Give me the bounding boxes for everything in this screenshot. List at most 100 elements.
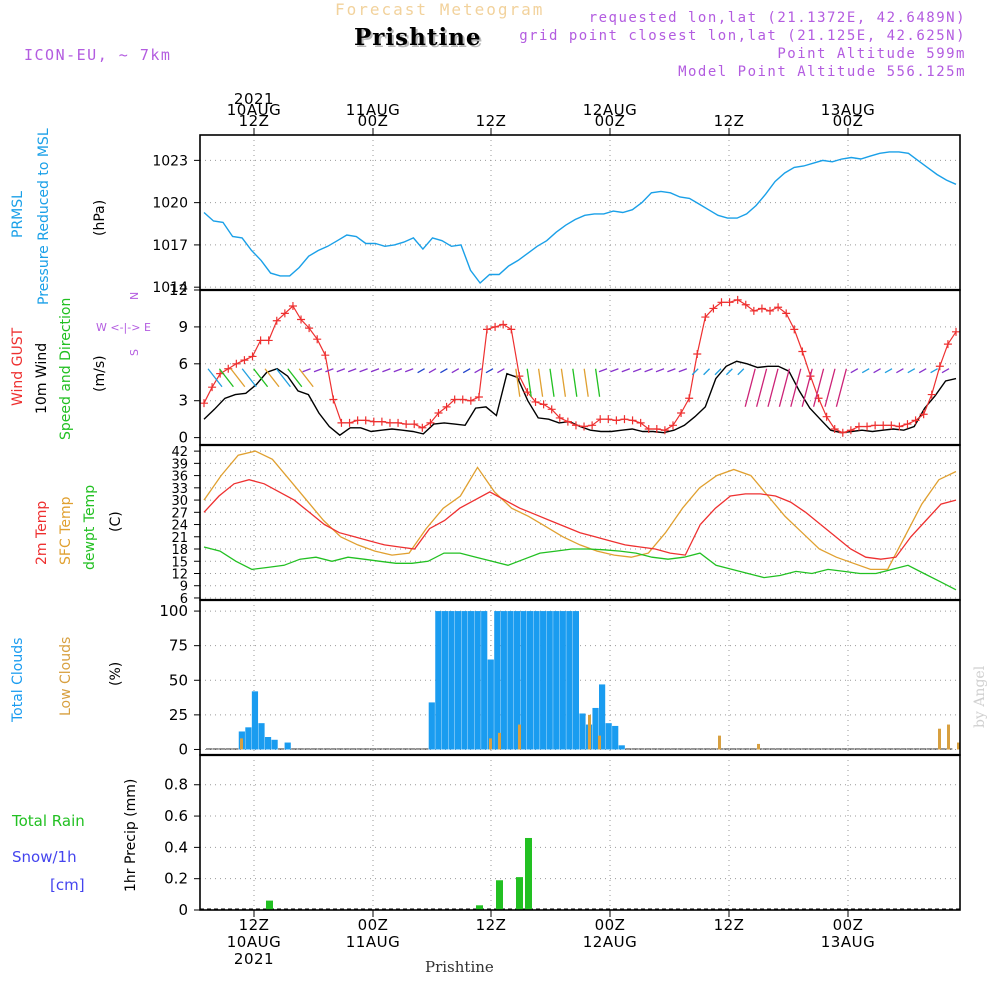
gust-marker	[507, 325, 516, 334]
cloud-bar-baseline	[671, 748, 678, 750]
gust-marker	[644, 425, 653, 434]
cloud-bar-baseline	[369, 748, 376, 750]
tick-label: 100	[159, 602, 188, 620]
cloud-bar-baseline	[664, 748, 671, 750]
gust-marker	[313, 335, 322, 344]
wind-direction-arrow	[744, 368, 756, 407]
cloud-bar-baseline	[893, 748, 900, 750]
total-cloud-bar	[448, 611, 455, 750]
snow-unit-label: [cm]	[50, 876, 85, 894]
total-cloud-bar	[592, 707, 599, 750]
cloud-bar-baseline	[232, 748, 239, 750]
gust-marker	[911, 416, 920, 425]
cloud-bar-baseline	[913, 748, 920, 750]
cloud-bar-baseline	[788, 748, 796, 750]
model-label: ICON-EU, ~ 7km	[24, 46, 172, 64]
cloud-bar-baseline	[775, 748, 783, 750]
gust-marker	[725, 298, 734, 307]
time-label-bottom: 10AUG	[227, 933, 281, 951]
compass-we: W <-|-> E	[96, 321, 151, 334]
gust-marker	[782, 309, 791, 318]
tick-label: 24	[171, 519, 188, 534]
gust-marker	[822, 412, 831, 421]
cloud-bar-baseline	[330, 748, 337, 750]
gust-marker	[903, 420, 912, 429]
gust-marker	[652, 425, 661, 434]
gust-series-line	[203, 299, 957, 434]
tick-label: 18	[171, 543, 188, 558]
total-cloud-bar	[500, 611, 507, 750]
cloud-bar-baseline	[730, 748, 737, 750]
temp-2m-series-line	[203, 479, 957, 560]
wind-direction-arrow	[515, 368, 521, 397]
wind-series-line	[203, 360, 957, 437]
gust-marker	[733, 295, 742, 304]
low-cloud-bar	[518, 724, 521, 750]
cloud-bar-baseline	[697, 748, 704, 750]
wind-direction-arrow	[850, 368, 859, 374]
dewpoint-label: dewpt Temp	[82, 485, 98, 570]
cloud-bar-baseline	[769, 748, 776, 750]
gust-marker	[660, 426, 669, 435]
wind-direction-arrow	[703, 368, 711, 376]
gust-marker	[434, 409, 443, 418]
gust-marker	[208, 383, 217, 392]
wind-direction-arrow	[835, 368, 848, 407]
gust-marker	[426, 418, 435, 427]
cloud-bar-baseline	[710, 748, 717, 750]
pressure-series-line	[203, 151, 957, 285]
wind-direction-arrow	[778, 368, 791, 407]
tick-label: 1014	[152, 280, 188, 296]
time-label-bottom: 13AUG	[821, 933, 875, 951]
wind-direction-arrow	[824, 368, 836, 407]
gust-marker	[272, 316, 281, 325]
requested-coords: requested lon,lat (21.1372E, 42.6489N)	[588, 10, 966, 26]
gust-marker	[895, 422, 904, 431]
gust-marker	[200, 399, 208, 408]
precip-bar	[525, 837, 532, 910]
cloud-bar-baseline	[382, 748, 390, 750]
gust-marker	[539, 400, 548, 409]
wind-direction-arrow	[537, 368, 544, 397]
dewpoint-series-line	[203, 546, 957, 591]
gust-marker	[701, 313, 710, 322]
cloud-bar-baseline	[350, 748, 357, 750]
cloud-bar-baseline	[926, 748, 933, 750]
wind-direction-arrow	[417, 368, 425, 374]
snow-label: Snow/1h	[12, 848, 77, 866]
gust-marker	[741, 300, 750, 309]
cloud-bar-baseline	[690, 748, 697, 750]
cloud-bar-baseline	[297, 748, 304, 750]
total-cloud-bar	[271, 739, 278, 750]
wind-direction-arrow	[302, 368, 311, 373]
tick-label: 9	[180, 580, 188, 595]
cloud-bar-baseline	[677, 748, 684, 750]
gust-marker	[483, 325, 492, 334]
total-cloud-bar	[533, 611, 540, 750]
gust-marker	[790, 325, 799, 334]
cloud-bar-baseline	[415, 748, 422, 750]
total-cloud-bar	[612, 725, 619, 750]
total-cloud-bar	[526, 611, 534, 750]
gust-marker	[927, 390, 936, 399]
gust-marker	[774, 303, 783, 312]
time-label-top: 11AUG	[346, 101, 400, 119]
gust-marker	[571, 421, 580, 430]
precip-bar	[476, 905, 483, 910]
gust-marker	[240, 356, 249, 365]
cloud-bar-baseline	[743, 748, 750, 750]
cloud-bar-baseline	[834, 748, 841, 750]
time-label-top: 13AUG	[821, 101, 875, 119]
gust-marker	[377, 417, 386, 426]
cloud-bar-baseline	[638, 748, 645, 750]
wind-direction-arrow	[873, 368, 881, 374]
station-footer: Prishtine	[425, 958, 494, 976]
wind-direction-arrow	[667, 368, 676, 373]
cloud-bar-baseline	[828, 748, 835, 750]
cloud-bar-baseline	[219, 748, 226, 750]
total-cloud-bar	[435, 611, 442, 750]
low-cloud-bar	[957, 742, 960, 750]
gust-marker	[353, 416, 362, 425]
tick-label: 0	[178, 901, 188, 919]
wind-direction-arrow	[621, 368, 631, 373]
